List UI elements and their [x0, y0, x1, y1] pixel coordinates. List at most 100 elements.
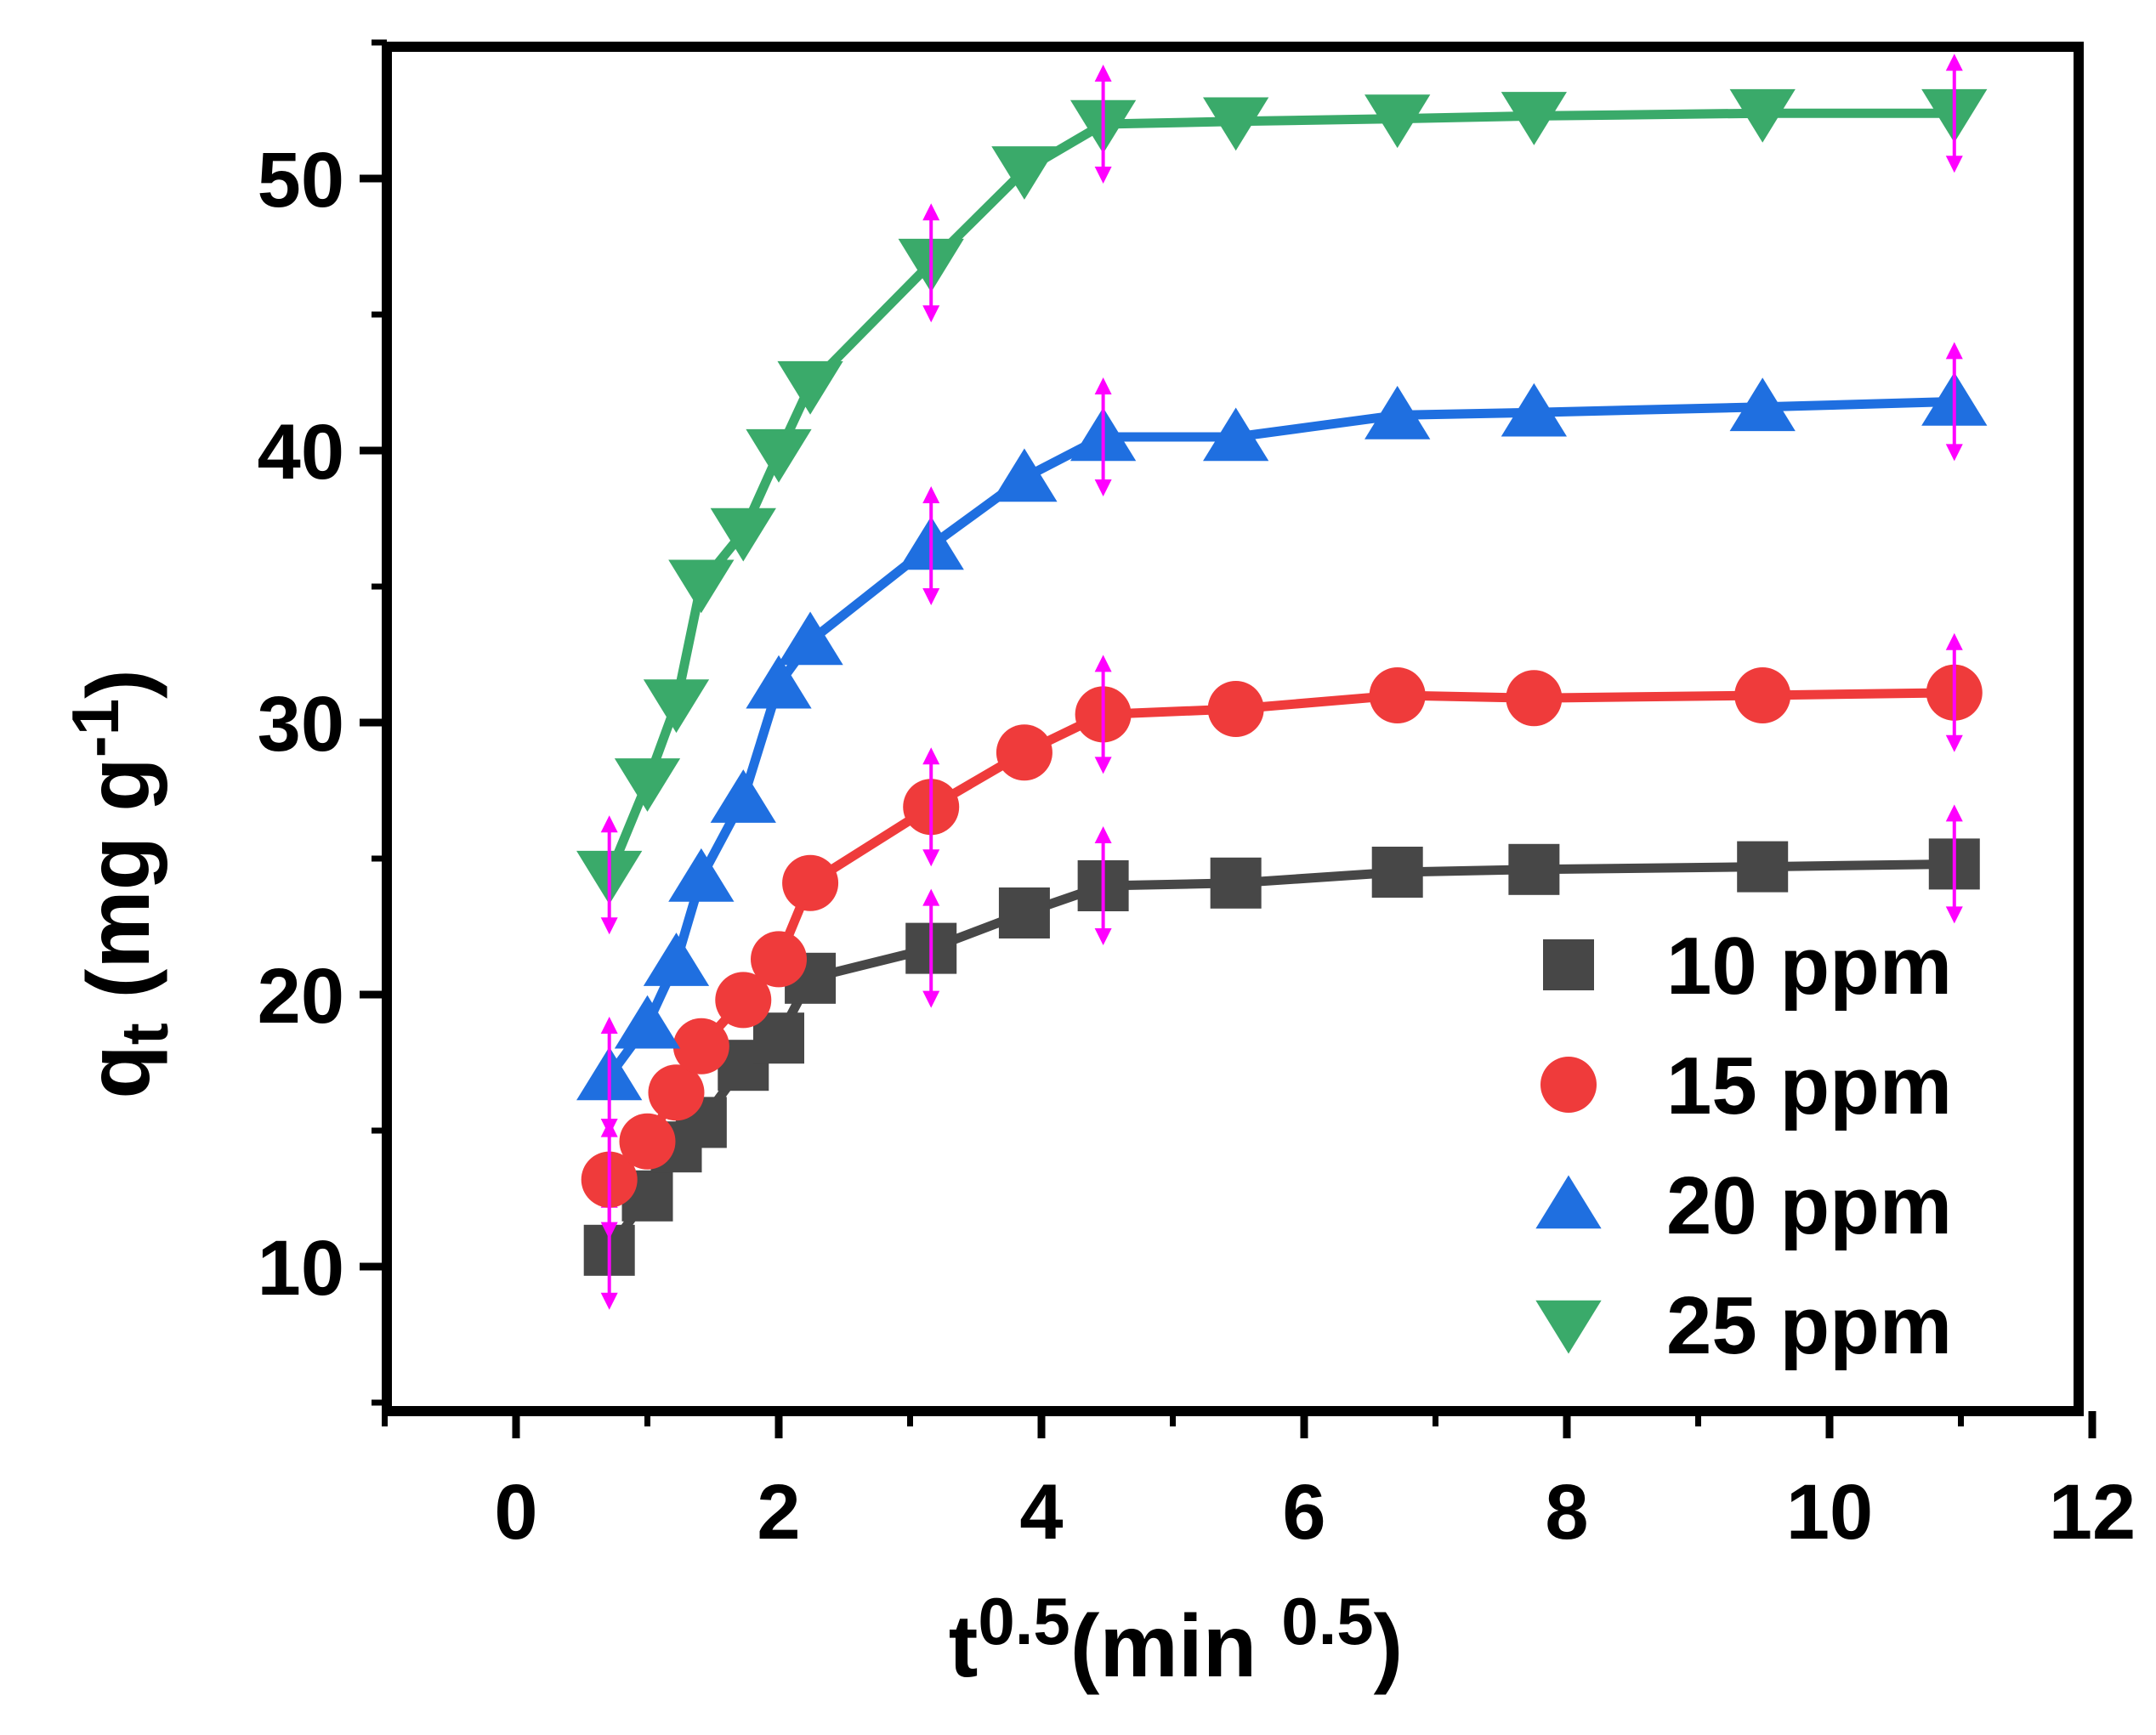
data-point: [1365, 94, 1431, 149]
data-point: [1365, 385, 1431, 439]
error-bar-cap-bottom: [1094, 757, 1112, 774]
data-point: [1371, 847, 1423, 898]
legend-entry: 20 ppm: [1535, 1160, 1952, 1251]
y-tick-label: 20: [258, 953, 344, 1040]
error-bar: [600, 815, 618, 935]
error-bar-cap-bottom: [1094, 167, 1112, 184]
error-bar: [1945, 804, 1963, 924]
data-point: [1737, 841, 1789, 893]
plot-frame: [382, 42, 2084, 1416]
x-axis-title-unit-close: ): [1374, 1597, 1404, 1696]
data-point: [1203, 97, 1269, 151]
data-point: [668, 848, 735, 902]
error-bar-cap-top: [922, 747, 940, 765]
y-tick-label: 40: [258, 409, 344, 496]
data-point: [672, 1018, 729, 1074]
error-bar-cap-bottom: [600, 1119, 618, 1136]
error-bar-cap-top: [1094, 377, 1112, 394]
legend-marker: [1540, 1057, 1597, 1113]
error-bar-cap-bottom: [922, 588, 940, 605]
error-bar: [922, 747, 940, 867]
error-bar: [1094, 826, 1112, 945]
error-bar-cap-bottom: [1094, 928, 1112, 945]
data-point: [782, 854, 839, 911]
legend-marker: [1535, 1175, 1602, 1229]
data-point: [777, 360, 843, 415]
error-bar-cap-bottom: [1945, 444, 1963, 462]
data-point: [1207, 681, 1264, 737]
error-bar-cap-bottom: [600, 1222, 618, 1239]
error-bar-cap-bottom: [922, 849, 940, 867]
error-bar: [922, 888, 940, 1008]
legend-label: 25 ppm: [1666, 1280, 1952, 1371]
error-bar-cap-top: [922, 486, 940, 503]
data-point: [1501, 92, 1568, 145]
data-point: [991, 448, 1058, 502]
x-axis-title-unit-superscript: 0.5: [1281, 1584, 1373, 1658]
error-bar: [1945, 342, 1963, 462]
legend-label: 10 ppm: [1666, 921, 1952, 1012]
error-bar-cap-top: [1945, 342, 1963, 360]
series-25-ppm: [576, 54, 1988, 935]
legend-label: 20 ppm: [1666, 1160, 1952, 1251]
error-bar-cap-bottom: [1094, 479, 1112, 496]
series-15-ppm: [581, 632, 1983, 1239]
data-point: [1203, 407, 1269, 462]
error-bar-cap-bottom: [1945, 734, 1963, 752]
axes: 0 2 4 6 8 10 12 10 20 30 40 50: [258, 39, 2136, 1556]
error-bar: [1094, 65, 1112, 184]
data-point: [751, 931, 807, 988]
legend-entry: 15 ppm: [1540, 1040, 1952, 1131]
x-tick-label: 10: [1786, 1469, 1873, 1556]
data-point: [715, 972, 772, 1029]
data-point: [998, 887, 1050, 938]
data-point: [991, 146, 1058, 200]
x-axis-title-base: t: [949, 1597, 979, 1696]
y-tick-label: 10: [258, 1225, 344, 1312]
data-series: [576, 54, 1988, 1310]
data-point: [710, 769, 776, 823]
error-bar-cap-bottom: [1945, 156, 1963, 173]
data-point: [1506, 670, 1563, 727]
y-axis-title: qt (mg g-1): [58, 669, 182, 1098]
x-axis-title-unit-open: (min: [1070, 1597, 1281, 1696]
error-bar-cap-top: [1094, 65, 1112, 82]
legend: 10 ppm 15 ppm 20 ppm 25 ppm: [1535, 921, 1952, 1371]
error-bar-cap-top: [1094, 655, 1112, 672]
x-tick-label: 6: [1282, 1469, 1325, 1556]
error-bar: [1945, 54, 1963, 173]
y-axis-title-unit-superscript: -1: [58, 699, 133, 757]
x-axis-title-superscript: 0.5: [978, 1584, 1069, 1658]
data-point: [710, 507, 776, 562]
error-bar-cap-top: [922, 203, 940, 221]
data-point: [746, 655, 812, 709]
error-bar: [1945, 632, 1963, 752]
data-point: [643, 679, 710, 734]
error-bar-cap-top: [1094, 826, 1112, 843]
data-point: [643, 933, 710, 986]
x-tick-label: 2: [757, 1469, 800, 1556]
data-point: [1729, 377, 1796, 432]
error-bar-cap-bottom: [600, 1292, 618, 1310]
legend-marker: [1535, 1300, 1602, 1354]
error-bar-cap-top: [1945, 632, 1963, 650]
error-bar-cap-top: [600, 1017, 618, 1034]
error-bar: [1094, 377, 1112, 496]
error-bar-cap-top: [922, 888, 940, 906]
data-point: [614, 758, 681, 812]
error-bar-cap-top: [600, 815, 618, 833]
error-bar-cap-top: [1945, 804, 1963, 822]
x-tick-label: 4: [1019, 1469, 1063, 1556]
legend-entry: 10 ppm: [1543, 921, 1952, 1012]
error-bar: [1094, 655, 1112, 774]
error-bar-cap-bottom: [600, 917, 618, 935]
data-point: [1734, 667, 1791, 723]
legend-marker: [1543, 939, 1594, 990]
data-point: [777, 611, 843, 666]
data-point: [619, 1113, 676, 1170]
legend-label: 15 ppm: [1666, 1040, 1952, 1131]
y-tick-label: 50: [258, 137, 344, 224]
x-axis-title: t0.5(min 0.5): [949, 1584, 1404, 1696]
error-bar-cap-bottom: [1945, 906, 1963, 924]
